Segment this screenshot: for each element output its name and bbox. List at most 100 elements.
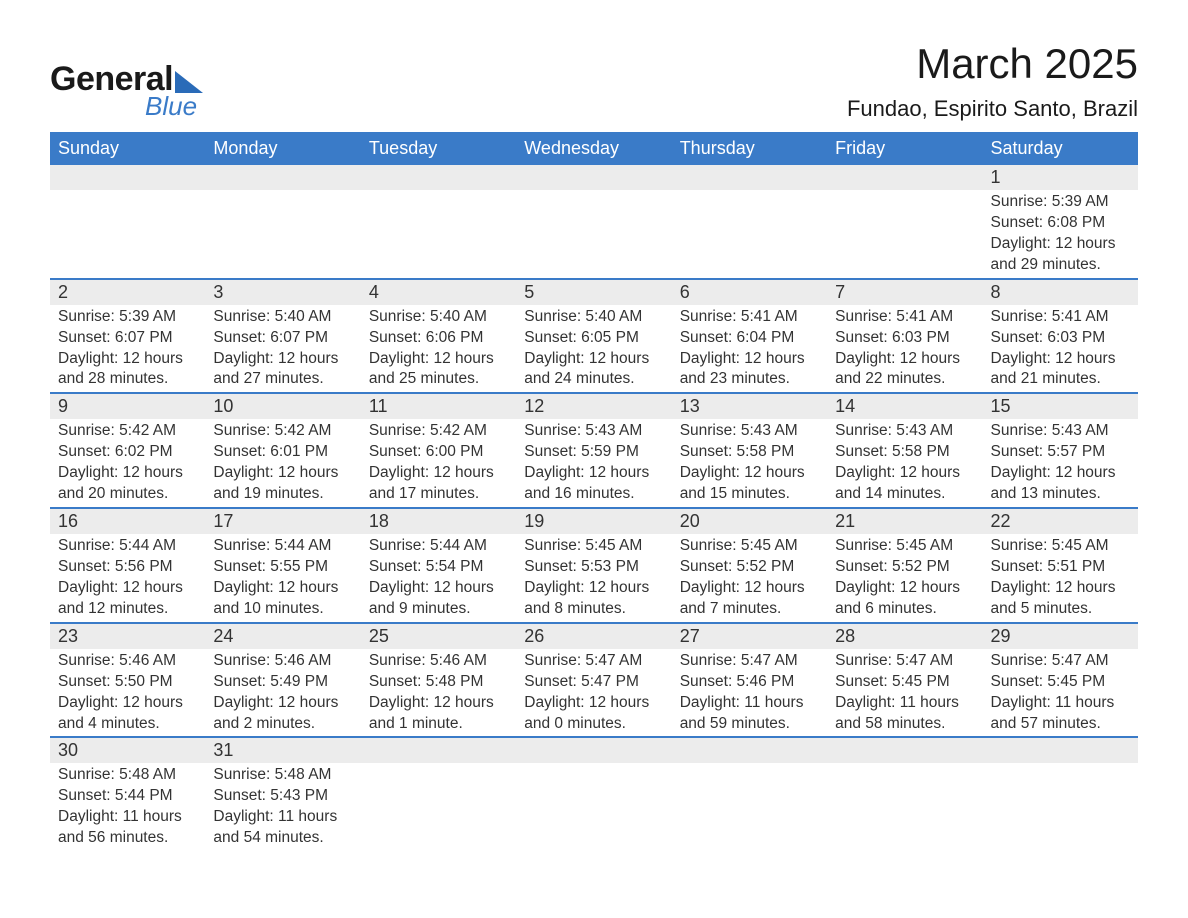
day-detail-cell: Sunrise: 5:47 AMSunset: 5:45 PMDaylight:…: [827, 649, 982, 738]
day-number-cell: 1: [983, 165, 1138, 190]
day-detail-line: and 27 minutes.: [213, 369, 352, 390]
day-number-cell: 6: [672, 279, 827, 305]
day-detail-line: Sunset: 5:51 PM: [991, 557, 1130, 578]
day-detail-line: Daylight: 12 hours: [369, 578, 508, 599]
day-number-cell: [827, 165, 982, 190]
day-detail-row: Sunrise: 5:39 AMSunset: 6:08 PMDaylight:…: [50, 190, 1138, 279]
day-detail-line: Daylight: 12 hours: [213, 693, 352, 714]
day-detail-line: Sunrise: 5:47 AM: [991, 651, 1130, 672]
day-detail-row: Sunrise: 5:42 AM Sunset: 6:02 PM Daylight:…: [50, 419, 1138, 508]
day-detail-line: Sunrise: 5:47 AM: [835, 651, 974, 672]
day-detail-cell: Sunrise: 5:41 AMSunset: 6:03 PMDaylight:…: [983, 305, 1138, 394]
day-detail-line: Sunrise: 5:42 AM: [369, 421, 508, 442]
weekday-monday: Monday: [205, 132, 360, 165]
day-number-cell: 9: [50, 393, 205, 419]
day-detail-line: Daylight: 12 hours: [524, 463, 663, 484]
day-number-cell: 18: [361, 508, 516, 534]
day-number-cell: 17: [205, 508, 360, 534]
day-detail-line: Sunrise: 5:41 AM: [991, 307, 1130, 328]
day-detail-line: Daylight: 12 hours: [524, 693, 663, 714]
day-detail-line: Daylight: 12 hours: [369, 463, 508, 484]
day-detail-cell: Sunrise: 5:45 AMSunset: 5:51 PMDaylight:…: [983, 534, 1138, 623]
day-detail-line: Sunrise: 5:42 AM: [213, 421, 352, 442]
day-number-cell: 4: [361, 279, 516, 305]
day-number-cell: [361, 165, 516, 190]
day-detail-line: Daylight: 11 hours: [680, 693, 819, 714]
weekday-thursday: Thursday: [672, 132, 827, 165]
day-number-cell: 24: [205, 623, 360, 649]
day-number-cell: 26: [516, 623, 671, 649]
day-detail-line: and 10 minutes.: [213, 599, 352, 620]
day-detail-line: and 0 minutes.: [524, 714, 663, 735]
day-detail-line: Daylight: 12 hours: [835, 349, 974, 370]
day-detail-line: Sunset: 6:02 PM: [58, 442, 197, 463]
day-detail-line: Daylight: 11 hours: [213, 807, 352, 828]
day-detail-line: Sunset: 6:00 PM: [369, 442, 508, 463]
day-detail-line: and 59 minutes.: [680, 714, 819, 735]
day-detail-line: Daylight: 12 hours: [58, 349, 197, 370]
day-detail-line: Sunset: 5:49 PM: [213, 672, 352, 693]
day-detail-line: Sunset: 5:54 PM: [369, 557, 508, 578]
day-number-cell: 8: [983, 279, 1138, 305]
day-detail-line: Sunrise: 5:46 AM: [58, 651, 197, 672]
day-detail-line: Daylight: 12 hours: [680, 463, 819, 484]
day-detail-line: and 56 minutes.: [58, 828, 197, 849]
weekday-saturday: Saturday: [983, 132, 1138, 165]
day-detail-line: Daylight: 12 hours: [58, 693, 197, 714]
day-number-cell: [205, 165, 360, 190]
day-number-cell: [672, 165, 827, 190]
day-number-cell: 14: [827, 393, 982, 419]
day-detail-cell: [672, 763, 827, 851]
day-detail-line: Daylight: 12 hours: [369, 693, 508, 714]
day-detail-line: Sunrise: 5:46 AM: [369, 651, 508, 672]
day-detail-line: Sunset: 5:48 PM: [369, 672, 508, 693]
day-detail-line: and 20 minutes.: [58, 484, 197, 505]
day-detail-line: Sunrise: 5:45 AM: [991, 536, 1130, 557]
daynum-row: 3031: [50, 737, 1138, 763]
day-detail-cell: Sunrise: 5:43 AMSunset: 5:58 PMDaylight:…: [672, 419, 827, 508]
day-detail-line: Sunrise: 5:43 AM: [835, 421, 974, 442]
day-number-cell: [983, 737, 1138, 763]
day-detail-line: and 12 minutes.: [58, 599, 197, 620]
day-detail-line: Sunset: 5:45 PM: [835, 672, 974, 693]
day-detail-line: Sunset: 5:57 PM: [991, 442, 1130, 463]
day-detail-line: Sunrise: 5:43 AM: [524, 421, 663, 442]
day-detail-line: Sunset: 6:08 PM: [991, 213, 1130, 234]
weekday-sunday: Sunday: [50, 132, 205, 165]
daynum-row: 16171819202122: [50, 508, 1138, 534]
day-detail-line: Sunset: 5:46 PM: [680, 672, 819, 693]
day-detail-row: Sunrise: 5:46 AMSunset: 5:50 PMDaylight:…: [50, 649, 1138, 738]
day-detail-line: Sunrise: 5:46 AM: [213, 651, 352, 672]
day-detail-line: Sunrise: 5:45 AM: [680, 536, 819, 557]
day-detail-line: Sunset: 5:56 PM: [58, 557, 197, 578]
day-detail-line: Sunset: 5:44 PM: [58, 786, 197, 807]
day-detail-line: and 13 minutes.: [991, 484, 1130, 505]
day-detail-cell: [827, 763, 982, 851]
day-detail-line: and 14 minutes.: [835, 484, 974, 505]
day-detail-line: and 2 minutes.: [213, 714, 352, 735]
weekday-header-row: Sunday Monday Tuesday Wednesday Thursday…: [50, 132, 1138, 165]
logo-text-blue: Blue: [145, 91, 203, 122]
day-detail-line: Sunrise: 5:44 AM: [58, 536, 197, 557]
daynum-row: 9101112131415: [50, 393, 1138, 419]
day-detail-cell: Sunrise: 5:47 AMSunset: 5:47 PMDaylight:…: [516, 649, 671, 738]
logo: General Blue: [50, 60, 203, 122]
day-detail-cell: Sunrise: 5:42 AMSunset: 6:00 PMDaylight:…: [361, 419, 516, 508]
day-detail-cell: [516, 763, 671, 851]
day-detail-cell: Sunrise: 5:43 AMSunset: 5:59 PMDaylight:…: [516, 419, 671, 508]
day-detail-cell: [361, 190, 516, 279]
location-text: Fundao, Espirito Santo, Brazil: [847, 96, 1138, 122]
day-detail-line: Sunset: 6:01 PM: [213, 442, 352, 463]
day-detail-cell: Sunrise: 5:44 AMSunset: 5:54 PMDaylight:…: [361, 534, 516, 623]
day-detail-line: Sunrise: 5:47 AM: [680, 651, 819, 672]
day-detail-line: Sunset: 5:52 PM: [680, 557, 819, 578]
day-detail-line: Sunrise: 5:45 AM: [524, 536, 663, 557]
day-detail-line: and 9 minutes.: [369, 599, 508, 620]
day-detail-line: Sunrise: 5:45 AM: [835, 536, 974, 557]
day-detail-cell: Sunrise: 5:48 AMSunset: 5:43 PMDaylight:…: [205, 763, 360, 851]
day-number-cell: [827, 737, 982, 763]
day-detail-cell: Sunrise: 5:45 AMSunset: 5:52 PMDaylight:…: [827, 534, 982, 623]
day-number-cell: [361, 737, 516, 763]
day-detail-line: Sunrise: 5:40 AM: [369, 307, 508, 328]
day-detail-cell: Sunrise: 5:41 AMSunset: 6:04 PMDaylight:…: [672, 305, 827, 394]
